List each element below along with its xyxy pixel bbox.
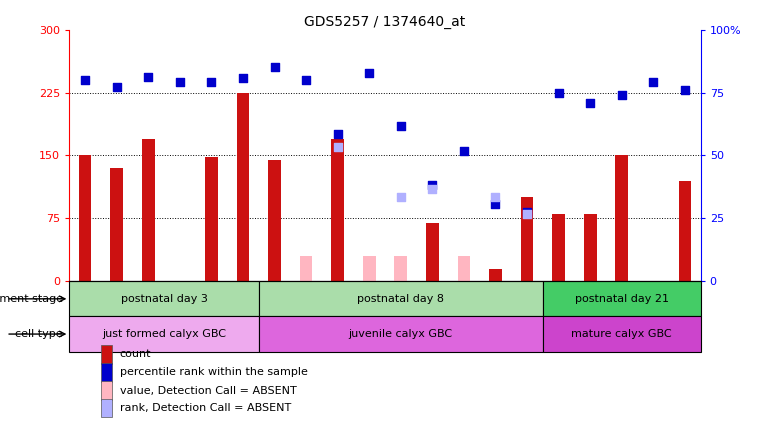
Point <box>616 92 628 99</box>
Bar <box>543 316 701 352</box>
Text: postnatal day 3: postnatal day 3 <box>121 294 207 304</box>
Point <box>269 64 281 71</box>
Bar <box>268 159 281 281</box>
Title: GDS5257 / 1374640_at: GDS5257 / 1374640_at <box>304 14 466 29</box>
Bar <box>552 214 565 281</box>
Bar <box>101 363 112 382</box>
Bar <box>489 269 502 281</box>
Text: juvenile calyx GBC: juvenile calyx GBC <box>349 329 453 339</box>
Bar <box>101 398 112 418</box>
Bar <box>101 381 112 400</box>
Bar <box>363 256 376 281</box>
Point <box>300 77 313 83</box>
Bar <box>615 155 628 281</box>
Point <box>395 123 407 129</box>
Text: percentile rank within the sample: percentile rank within the sample <box>120 368 308 377</box>
Point <box>553 89 565 96</box>
Text: postnatal day 21: postnatal day 21 <box>574 294 669 304</box>
Bar <box>426 222 439 281</box>
Text: cell type: cell type <box>15 329 63 339</box>
Bar <box>69 316 259 352</box>
Point <box>521 209 534 216</box>
Point <box>457 148 470 155</box>
Point <box>490 201 502 207</box>
Point <box>584 100 597 107</box>
Text: rank, Detection Call = ABSENT: rank, Detection Call = ABSENT <box>120 403 291 413</box>
Point <box>648 78 660 85</box>
Point <box>174 78 186 85</box>
Text: just formed calyx GBC: just formed calyx GBC <box>102 329 226 339</box>
Bar <box>678 181 691 281</box>
Bar <box>205 157 218 281</box>
Point <box>679 87 691 93</box>
Point <box>427 181 439 188</box>
Point <box>142 74 155 81</box>
Bar <box>457 256 470 281</box>
Point <box>237 75 249 82</box>
Bar <box>543 281 701 316</box>
Text: mature calyx GBC: mature calyx GBC <box>571 329 672 339</box>
Point <box>363 70 376 77</box>
Point <box>332 144 344 151</box>
Text: count: count <box>120 349 152 360</box>
Point <box>79 77 92 83</box>
Text: development stage: development stage <box>0 294 63 304</box>
Bar <box>79 155 92 281</box>
Bar <box>300 256 313 281</box>
Bar <box>236 93 249 281</box>
Text: postnatal day 8: postnatal day 8 <box>357 294 444 304</box>
Bar <box>521 198 534 281</box>
Point <box>521 211 534 217</box>
Bar <box>142 139 155 281</box>
Point <box>205 78 218 85</box>
Bar <box>394 256 407 281</box>
Bar <box>101 345 112 364</box>
Point <box>395 194 407 201</box>
Bar <box>259 316 543 352</box>
Bar <box>259 281 543 316</box>
Bar <box>331 139 344 281</box>
Bar <box>110 168 123 281</box>
Text: value, Detection Call = ABSENT: value, Detection Call = ABSENT <box>120 386 296 396</box>
Point <box>111 83 123 90</box>
Point <box>332 131 344 138</box>
Bar <box>584 214 597 281</box>
Point <box>490 194 502 201</box>
Point <box>427 186 439 192</box>
Bar <box>69 281 259 316</box>
